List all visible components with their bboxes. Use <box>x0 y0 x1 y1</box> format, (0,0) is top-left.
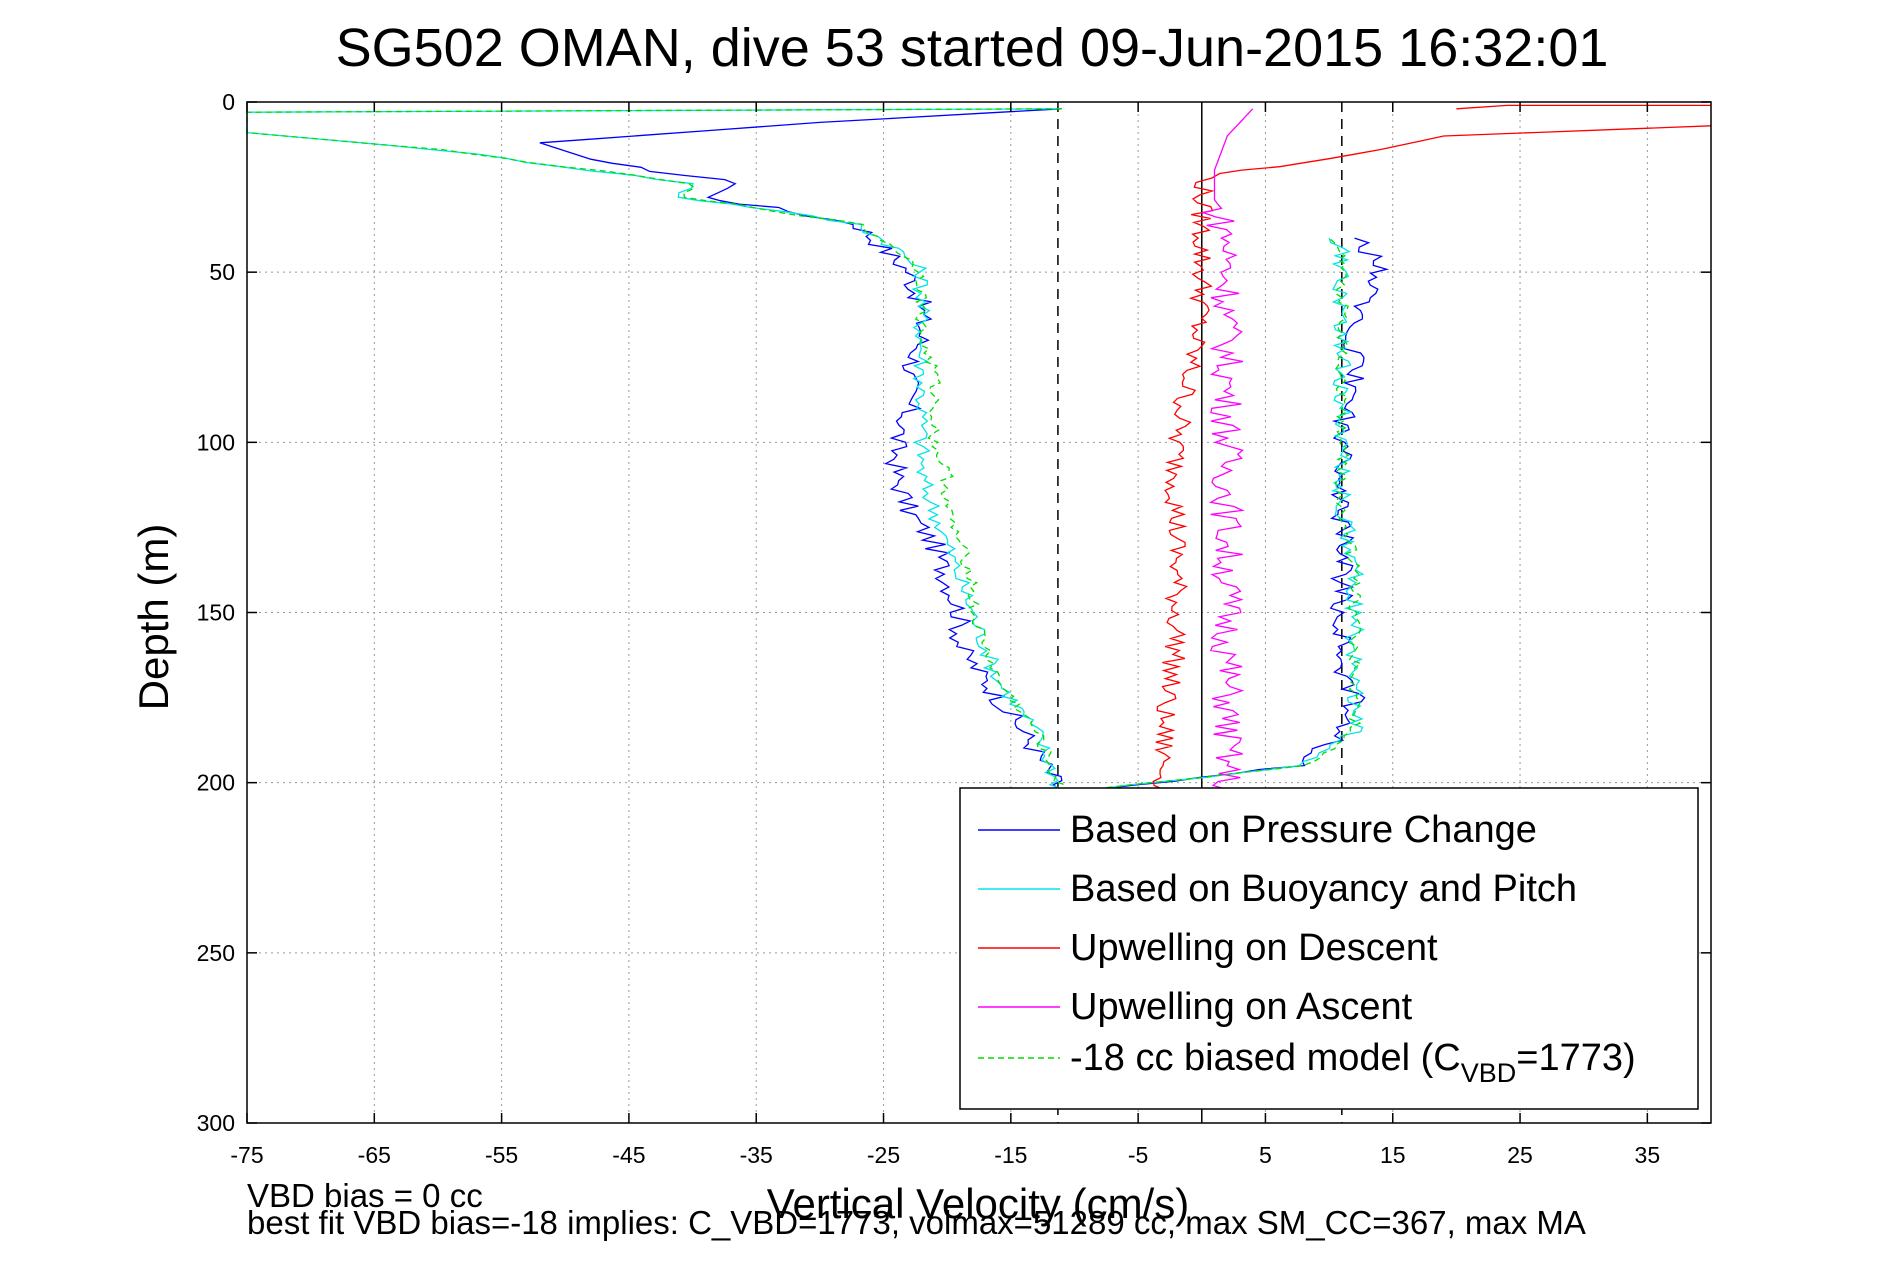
legend-label: Based on Buoyancy and Pitch <box>1070 868 1577 910</box>
series-line-2 <box>1456 104 1711 110</box>
legend-label: -18 cc biased model (CVBD=1773) <box>1070 1037 1636 1088</box>
x-tick-label: 15 <box>1380 1142 1406 1168</box>
series-line-4 <box>1056 237 1362 794</box>
y-tick-label: 200 <box>197 770 235 796</box>
y-tick-label: 0 <box>222 89 235 115</box>
x-tick-label: 25 <box>1507 1142 1533 1168</box>
x-tick-label: -55 <box>485 1142 518 1168</box>
series-line-3 <box>1200 108 1254 791</box>
series-line-0 <box>1054 237 1390 794</box>
x-axis-label: Vertical Velocity (cm/s) <box>767 1180 1189 1227</box>
series-line-1 <box>246 108 1063 793</box>
x-tick-label: -35 <box>740 1142 773 1168</box>
y-tick-label: 300 <box>197 1110 235 1136</box>
x-tick-label: -65 <box>358 1142 391 1168</box>
series-line-0 <box>539 108 1063 794</box>
y-tick-label: 150 <box>197 600 235 626</box>
legend-box <box>959 787 1699 1110</box>
series-line-4 <box>246 108 1065 794</box>
best-fit-note: best fit VBD bias=-18 implies: C_VBD=177… <box>247 1204 1586 1241</box>
legend-label: Upwelling on Ascent <box>1070 986 1413 1028</box>
x-tick-label: 35 <box>1635 1142 1661 1168</box>
series-line-2 <box>1152 125 1712 791</box>
chart-title: SG502 OMAN, dive 53 started 09-Jun-2015 … <box>336 18 1609 78</box>
y-axis-label: Depth (m) <box>130 524 177 711</box>
axis-ticks: -75 -65 -55 -45 -35 -25 -15 -5 5 15 25 350501001502… <box>197 89 1711 1168</box>
legend-label: Upwelling on Descent <box>1070 927 1438 969</box>
y-tick-label: 250 <box>197 940 235 966</box>
legend: Based on Pressure Change Based on Buoyanc… <box>959 787 1699 1110</box>
legend-label: Based on Pressure Change <box>1070 809 1537 851</box>
y-tick-label: 100 <box>197 429 235 455</box>
x-tick-label: -5 <box>1128 1142 1148 1168</box>
x-tick-label: -45 <box>612 1142 645 1168</box>
x-tick-label: -75 <box>230 1142 263 1168</box>
x-tick-label: 5 <box>1259 1142 1272 1168</box>
data-series <box>246 104 1712 794</box>
vbd-bias-note: VBD bias = 0 cc <box>247 1177 483 1214</box>
series-line-1 <box>1059 237 1365 794</box>
y-tick-label: 50 <box>209 259 235 285</box>
x-tick-label: -15 <box>994 1142 1027 1168</box>
x-tick-label: -25 <box>867 1142 900 1168</box>
